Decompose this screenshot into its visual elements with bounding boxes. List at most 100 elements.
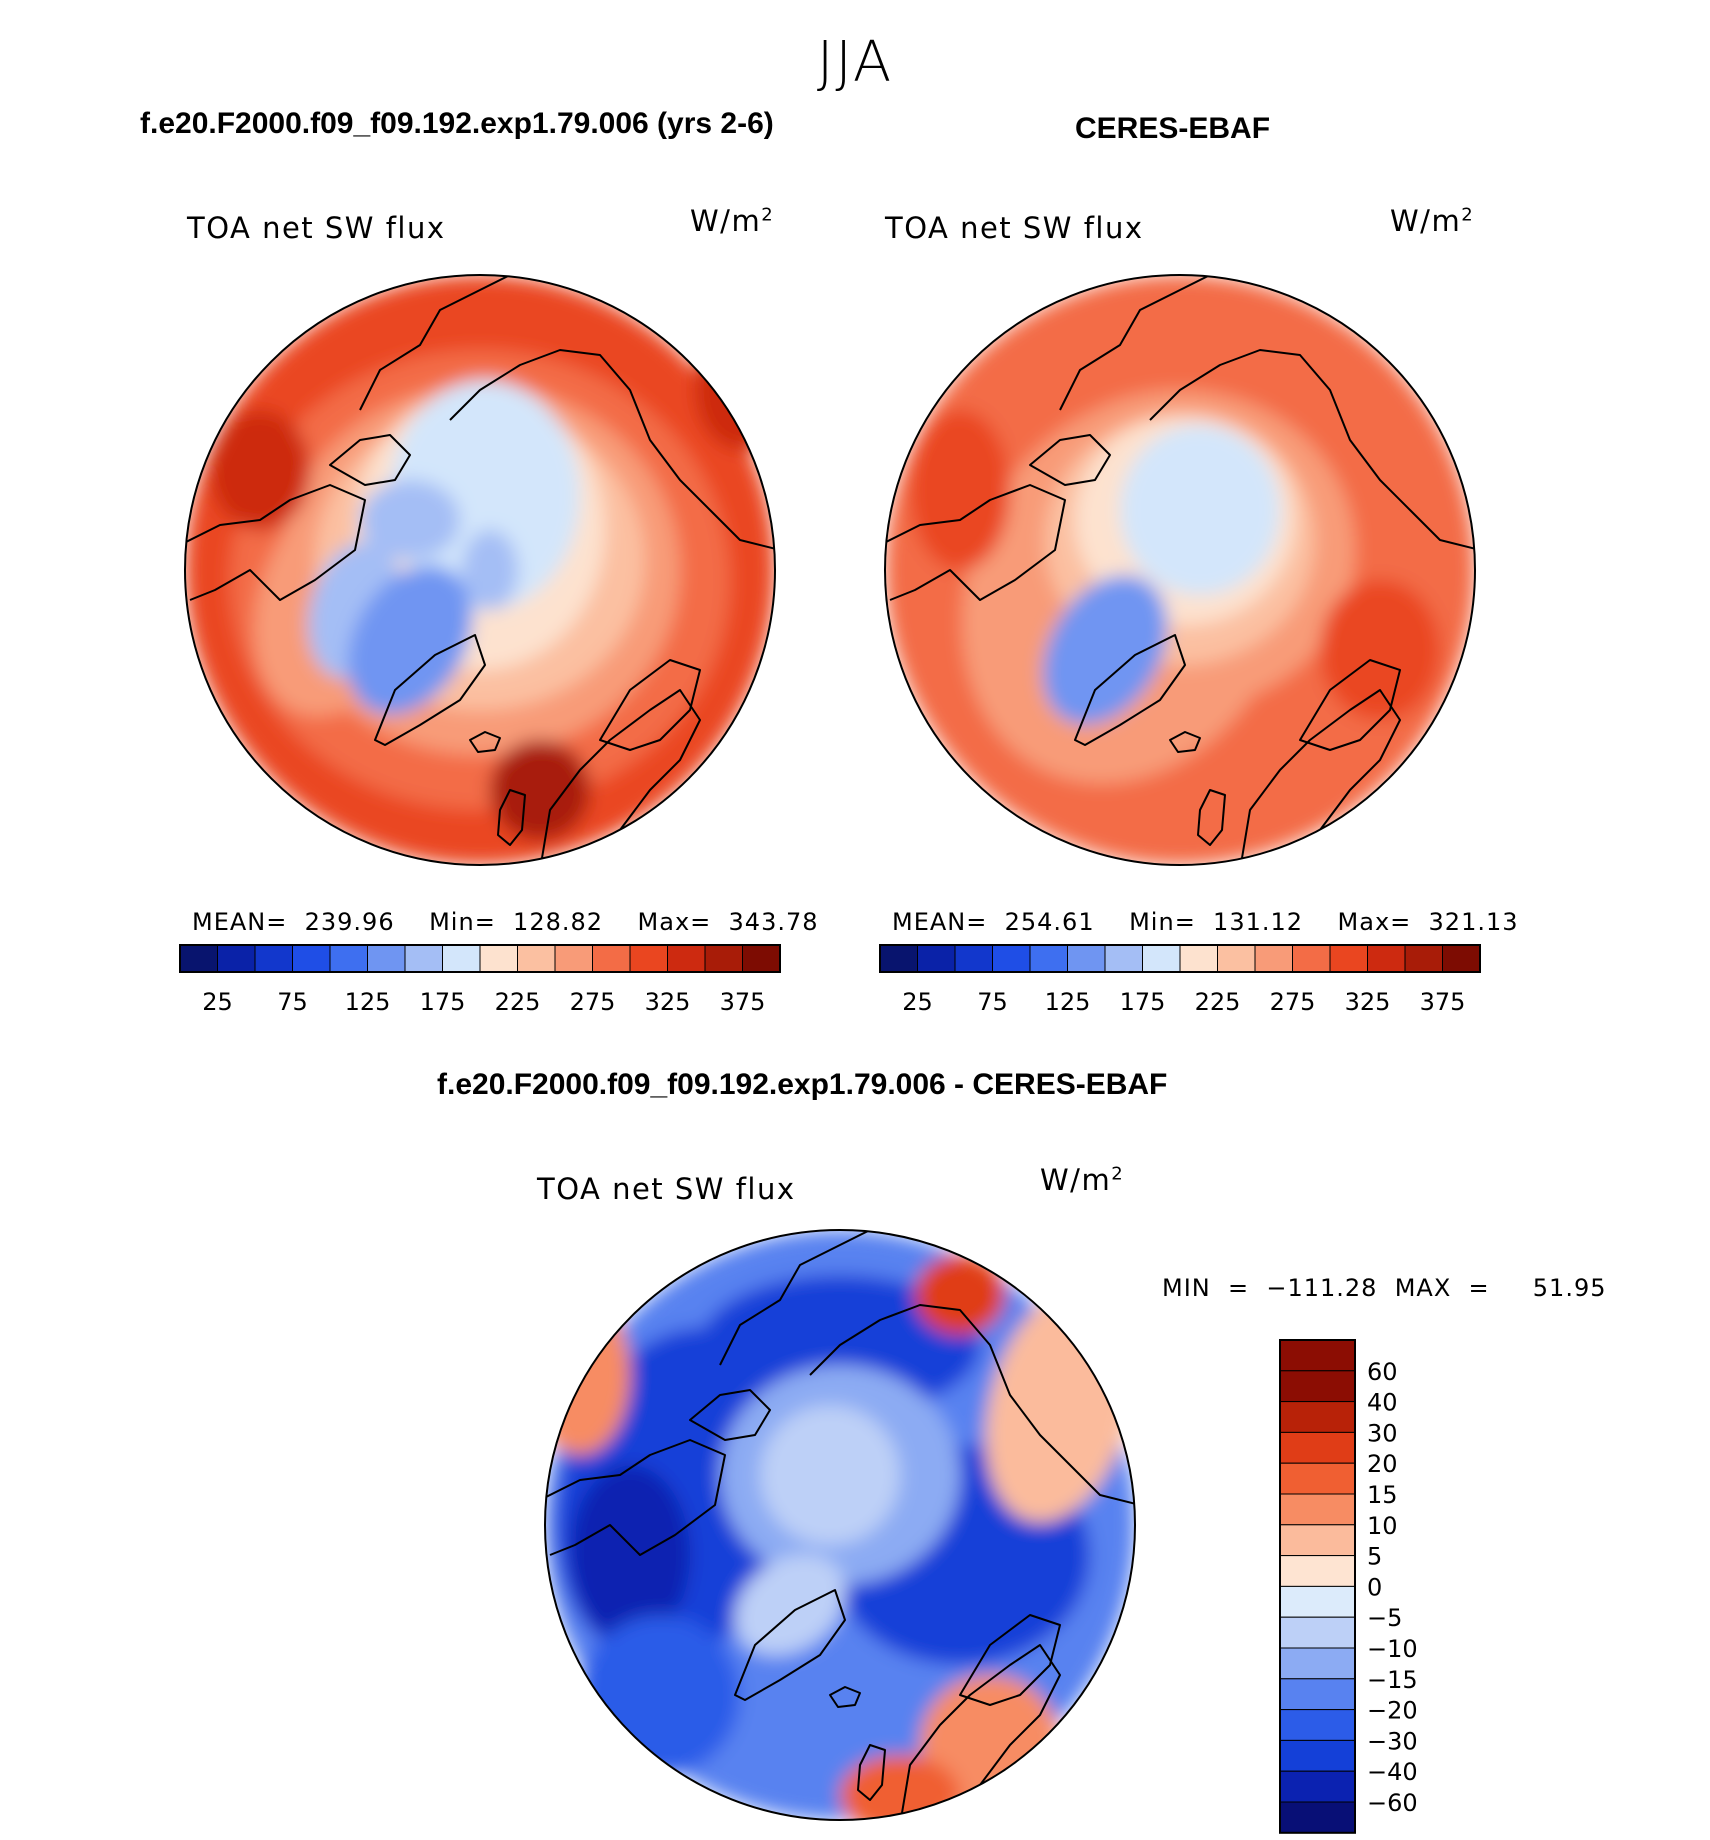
colorbar-tick-label: 275	[1270, 988, 1316, 1016]
field-greenland	[347, 565, 473, 715]
colorbar-tick-label: 125	[345, 988, 391, 1016]
colorbar-tick-label: 5	[1367, 1543, 1382, 1571]
colorbar-box	[667, 944, 706, 973]
diff-units-label: W/m2	[1040, 1163, 1125, 1197]
colorbar-box	[1067, 944, 1106, 973]
coast-greenland	[374, 634, 486, 746]
colorbar-box	[954, 944, 993, 973]
colorbar-tick-label: −20	[1367, 1697, 1418, 1725]
colorbar-box	[917, 944, 956, 973]
figure-title: JJA	[816, 30, 894, 95]
coast-siberia	[449, 349, 775, 551]
left-colorbar: 25 75 125 175 225 275 325 375	[179, 944, 781, 1016]
coast-europe	[899, 1644, 1061, 1820]
left-stats: MEAN= 239.96 Min= 128.82 Max= 343.78	[192, 908, 819, 936]
colorbar-tick-label: 125	[1045, 988, 1091, 1016]
colorbar-tick-label: 10	[1367, 1512, 1398, 1540]
colorbar-box	[1279, 1616, 1356, 1649]
coast-britain	[857, 1744, 886, 1801]
map-outline	[544, 1229, 1136, 1821]
colorbar-box	[742, 944, 781, 973]
map-outline	[884, 274, 1476, 866]
field-siberia-hot	[1320, 580, 1440, 720]
field-arctic-ocean	[1120, 425, 1280, 595]
colorbar-box	[179, 944, 218, 973]
colorbar-box	[1279, 1493, 1356, 1526]
colorbar-box	[404, 944, 443, 973]
colorbar-tick-label: 20	[1367, 1450, 1398, 1478]
coast-alaska	[719, 1230, 881, 1366]
colorbar-box	[1217, 944, 1256, 973]
colorbar-box	[1279, 1801, 1356, 1834]
colorbar-tick-label: 375	[720, 988, 766, 1016]
right-polar-map	[884, 274, 1476, 866]
colorbar-box	[254, 944, 293, 973]
colorbar-tick-label: 15	[1367, 1481, 1398, 1509]
coast-europe	[539, 689, 701, 865]
right-units-label: W/m2	[1390, 204, 1475, 238]
colorbar-tick-label: −30	[1367, 1727, 1418, 1755]
colorbar-frame	[1279, 1339, 1356, 1834]
colorbar-tick-label: −60	[1367, 1789, 1418, 1817]
colorbar-box	[1279, 1370, 1356, 1403]
coast-scandinavia	[959, 1614, 1061, 1706]
coast-europe	[1239, 689, 1401, 865]
coast-iceland	[829, 1686, 861, 1708]
colorbar-tick-label: 225	[1195, 988, 1241, 1016]
colorbar-box	[1329, 944, 1368, 973]
field-canada-core	[570, 1465, 690, 1645]
field-greenland	[734, 1554, 846, 1656]
colorbar-box	[442, 944, 481, 973]
field-arctic-core	[760, 1405, 900, 1545]
colorbar-box	[1279, 1739, 1356, 1772]
colorbar-box	[1279, 1555, 1356, 1587]
diff-polar-map	[544, 1229, 1136, 1821]
coast-britain	[1197, 789, 1226, 846]
colorbar-box	[629, 944, 668, 973]
colorbar-tick-label: 25	[202, 988, 233, 1016]
colorbar-tick-label: 375	[1420, 988, 1466, 1016]
coast-iceland	[1169, 731, 1201, 753]
colorbar-box	[992, 944, 1031, 973]
colorbar-box	[1179, 944, 1218, 973]
colorbar-box	[1279, 1462, 1356, 1495]
left-variable-label: TOA net SW flux	[187, 211, 446, 245]
field-bering-high	[915, 1255, 1005, 1335]
right-variable-label: TOA net SW flux	[885, 211, 1144, 245]
colorbar-tick-label: 175	[420, 988, 466, 1016]
colorbar-frame	[179, 944, 781, 973]
colorbar-box	[367, 944, 406, 973]
colorbar-tick-label: 75	[977, 988, 1008, 1016]
colorbar-box	[1279, 1678, 1356, 1711]
coast-siberia	[809, 1304, 1135, 1506]
diff-stats: MIN = −111.28 MAX = 51.95	[1162, 1274, 1607, 1302]
field-pacific-hot	[210, 410, 310, 530]
colorbar-box	[329, 944, 368, 973]
field-atlantic-low	[580, 1615, 740, 1775]
colorbar-tick-label: 75	[277, 988, 308, 1016]
colorbar-tick-label: 175	[1120, 988, 1166, 1016]
coast-canada	[885, 484, 1066, 601]
coast-archipelago	[1029, 434, 1111, 486]
right-colorbar: 25 75 125 175 225 275 325 375	[879, 944, 1481, 1016]
colorbar-box	[879, 944, 918, 973]
colorbar-frame	[879, 944, 1481, 973]
colorbar-box	[1279, 1524, 1356, 1557]
diff-variable-label: TOA net SW flux	[537, 1172, 796, 1206]
colorbar-box	[1292, 944, 1331, 973]
colorbar-box	[1254, 944, 1293, 973]
field-alaska-high	[545, 1295, 630, 1455]
coast-alaska	[1059, 275, 1221, 411]
coast-greenland	[734, 1589, 846, 1701]
colorbar-box	[1279, 1709, 1356, 1741]
left-panel-title: f.e20.F2000.f09_f09.192.exp1.79.006 (yrs…	[140, 107, 774, 140]
coast-iceland	[469, 731, 501, 753]
colorbar-tick-label: 325	[645, 988, 691, 1016]
coast-greenland	[1074, 634, 1186, 746]
field-pacific-hot	[910, 410, 1010, 570]
coast-britain	[497, 789, 526, 846]
colorbar-tick-label: 30	[1367, 1419, 1398, 1447]
colorbar-box	[217, 944, 256, 973]
colorbar-box	[1279, 1585, 1356, 1618]
